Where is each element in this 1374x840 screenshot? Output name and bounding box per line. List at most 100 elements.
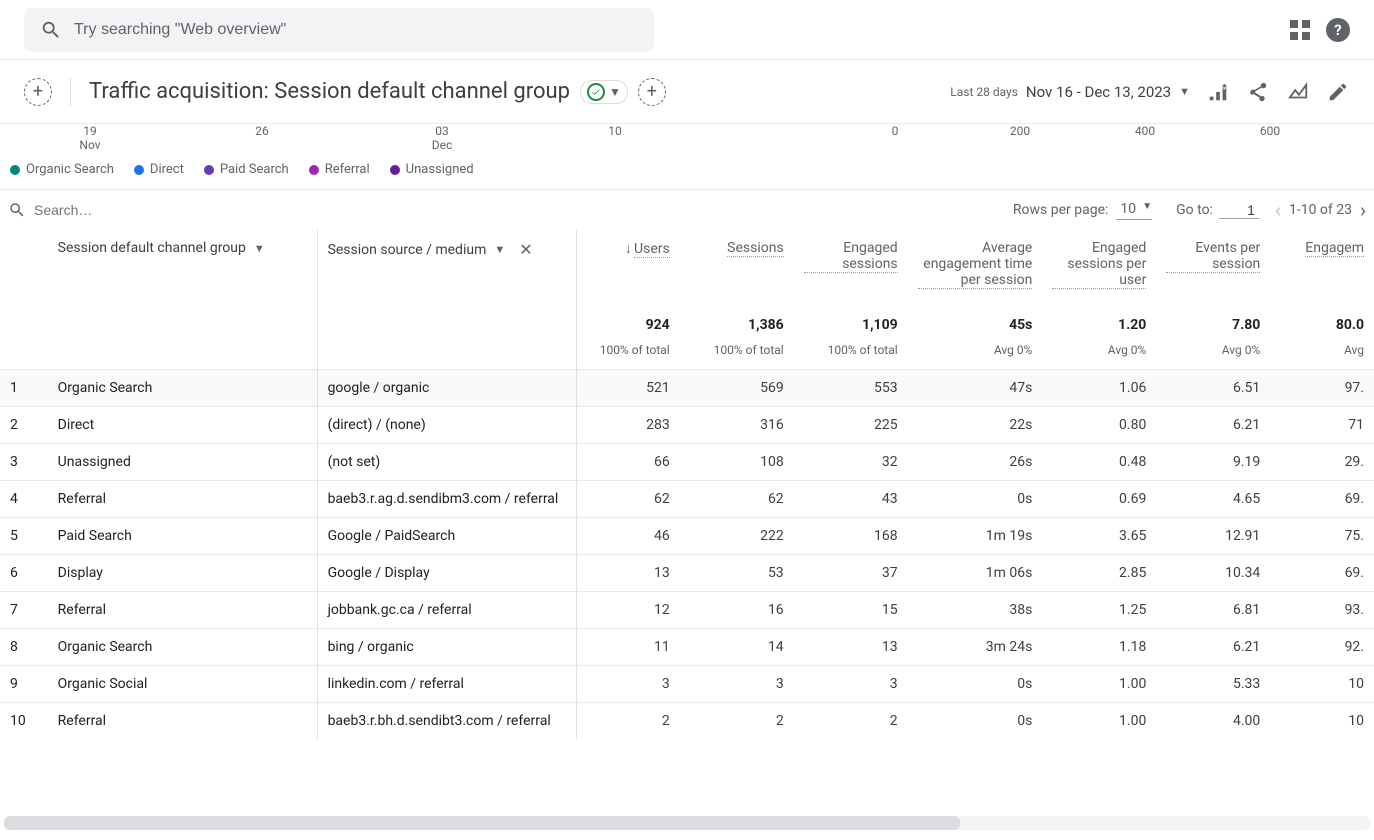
x-tick: 400 bbox=[1135, 124, 1155, 138]
table-row[interactable]: 1Organic Searchgoogle / organic521569553… bbox=[0, 370, 1374, 407]
legend-label: Organic Search bbox=[26, 162, 114, 177]
cell-source-medium: linkedin.com / referral bbox=[317, 666, 576, 703]
table-row[interactable]: 5Paid SearchGoogle / PaidSearch462221681… bbox=[0, 518, 1374, 555]
col-users[interactable]: ↓Users bbox=[576, 230, 680, 299]
secondary-dimension-selector[interactable]: Session source / medium▼ ✕ bbox=[328, 240, 566, 259]
cell-metric: 22s bbox=[908, 407, 1043, 444]
add-comparison-button[interactable]: + bbox=[24, 78, 52, 106]
col-engaged-per-user[interactable]: Engaged sessions per user bbox=[1042, 230, 1156, 299]
customize-report-icon[interactable] bbox=[1206, 80, 1230, 104]
legend-dot-icon bbox=[10, 165, 20, 175]
cell-metric: 53 bbox=[680, 555, 794, 592]
total-sub: 100% of total bbox=[794, 343, 908, 370]
cell-metric: 3 bbox=[794, 666, 908, 703]
table-search-input[interactable] bbox=[34, 202, 215, 218]
goto-label: Go to: bbox=[1176, 202, 1213, 218]
edit-icon[interactable] bbox=[1326, 80, 1350, 104]
table-row[interactable]: 9Organic Sociallinkedin.com / referral33… bbox=[0, 666, 1374, 703]
cell-metric: 13 bbox=[794, 629, 908, 666]
date-range-label: Last 28 days bbox=[950, 85, 1018, 99]
total-value: 1.20 bbox=[1042, 299, 1156, 343]
cell-metric: 6.51 bbox=[1156, 370, 1270, 407]
col-engaged-sessions[interactable]: Engaged sessions bbox=[794, 230, 908, 299]
cell-metric: 71 bbox=[1270, 407, 1374, 444]
col-events-per-session[interactable]: Events per session bbox=[1156, 230, 1270, 299]
col-sessions[interactable]: Sessions bbox=[680, 230, 794, 299]
legend-dot-icon bbox=[204, 165, 214, 175]
apps-icon[interactable] bbox=[1290, 20, 1310, 40]
cell-metric: 225 bbox=[794, 407, 908, 444]
cell-metric: 12.91 bbox=[1156, 518, 1270, 555]
legend-item[interactable]: Paid Search bbox=[204, 162, 289, 177]
cell-channel: Referral bbox=[48, 481, 317, 518]
legend-item[interactable]: Unassigned bbox=[390, 162, 474, 177]
horizontal-scrollbar[interactable] bbox=[4, 816, 1370, 830]
cell-metric: 553 bbox=[794, 370, 908, 407]
search-icon bbox=[40, 19, 62, 41]
col-engagement-rate[interactable]: Engagem bbox=[1270, 230, 1374, 299]
col-avg-engagement-time[interactable]: Average engagement time per session bbox=[908, 230, 1043, 299]
cell-metric: 1m 06s bbox=[908, 555, 1043, 592]
cell-channel: Paid Search bbox=[48, 518, 317, 555]
total-sub: 100% of total bbox=[576, 343, 680, 370]
table-row[interactable]: 3Unassigned(not set)661083226s0.489.1929… bbox=[0, 444, 1374, 481]
cell-metric: 6.81 bbox=[1156, 592, 1270, 629]
cell-metric: 6.21 bbox=[1156, 629, 1270, 666]
titlebar: + Traffic acquisition: Session default c… bbox=[0, 60, 1374, 124]
help-icon[interactable]: ? bbox=[1326, 18, 1350, 42]
add-segment-button[interactable]: + bbox=[638, 78, 666, 106]
legend-item[interactable]: Organic Search bbox=[10, 162, 114, 177]
cell-source-medium: google / organic bbox=[317, 370, 576, 407]
chevron-down-icon: ▼ bbox=[254, 242, 265, 255]
legend-label: Referral bbox=[325, 162, 370, 177]
chevron-down-icon: ▼ bbox=[1142, 201, 1152, 212]
page-range: 1-10 of 23 bbox=[1289, 202, 1352, 218]
table-row[interactable]: 10Referralbaeb3.r.bh.d.sendibt3.com / re… bbox=[0, 703, 1374, 740]
cell-metric: 16 bbox=[680, 592, 794, 629]
share-icon[interactable] bbox=[1246, 80, 1270, 104]
x-tick: 0 bbox=[892, 124, 899, 138]
row-index: 5 bbox=[0, 518, 48, 555]
table-row[interactable]: 2Direct(direct) / (none)28331622522s0.80… bbox=[0, 407, 1374, 444]
row-index: 8 bbox=[0, 629, 48, 666]
cell-channel: Display bbox=[48, 555, 317, 592]
total-value: 80.0 bbox=[1270, 299, 1374, 343]
cell-metric: 43 bbox=[794, 481, 908, 518]
table-row[interactable]: 8Organic Searchbing / organic1114133m 24… bbox=[0, 629, 1374, 666]
chevron-down-icon: ▼ bbox=[609, 85, 621, 99]
table-row[interactable]: 4Referralbaeb3.r.ag.d.sendibm3.com / ref… bbox=[0, 481, 1374, 518]
x-tick: 03 bbox=[432, 124, 453, 138]
global-search-input[interactable] bbox=[74, 21, 638, 39]
cell-metric: 4.00 bbox=[1156, 703, 1270, 740]
total-sub: Avg bbox=[1270, 343, 1374, 370]
chevron-down-icon: ▼ bbox=[494, 243, 505, 256]
primary-dimension-selector[interactable]: Session default channel group▼ bbox=[58, 240, 307, 256]
table-row[interactable]: 7Referraljobbank.gc.ca / referral1216153… bbox=[0, 592, 1374, 629]
cell-metric: 46 bbox=[576, 518, 680, 555]
cell-metric: 1.06 bbox=[1042, 370, 1156, 407]
cell-metric: 14 bbox=[680, 629, 794, 666]
cell-metric: 168 bbox=[794, 518, 908, 555]
page-title: Traffic acquisition: Session default cha… bbox=[89, 79, 570, 104]
cell-metric: 62 bbox=[680, 481, 794, 518]
rows-per-page-select[interactable]: 10 ▼ bbox=[1116, 201, 1152, 220]
cell-metric: 11 bbox=[576, 629, 680, 666]
legend-item[interactable]: Direct bbox=[134, 162, 184, 177]
insights-icon[interactable] bbox=[1286, 80, 1310, 104]
prev-page-button[interactable]: ‹ bbox=[1275, 198, 1281, 222]
cell-metric: 29. bbox=[1270, 444, 1374, 481]
legend-dot-icon bbox=[390, 165, 400, 175]
global-search[interactable] bbox=[24, 8, 654, 52]
cell-metric: 3 bbox=[576, 666, 680, 703]
cell-metric: 93. bbox=[1270, 592, 1374, 629]
cell-metric: 6.21 bbox=[1156, 407, 1270, 444]
remove-dimension-button[interactable]: ✕ bbox=[519, 240, 532, 259]
table-row[interactable]: 6DisplayGoogle / Display1353371m 06s2.85… bbox=[0, 555, 1374, 592]
cell-metric: 10.34 bbox=[1156, 555, 1270, 592]
legend-item[interactable]: Referral bbox=[309, 162, 370, 177]
date-range-picker[interactable]: Last 28 days Nov 16 - Dec 13, 2023 ▼ bbox=[950, 83, 1190, 101]
next-page-button[interactable]: › bbox=[1360, 198, 1366, 222]
status-chip[interactable]: ▼ bbox=[580, 80, 628, 104]
goto-input[interactable] bbox=[1219, 202, 1259, 219]
total-sub: Avg 0% bbox=[1042, 343, 1156, 370]
